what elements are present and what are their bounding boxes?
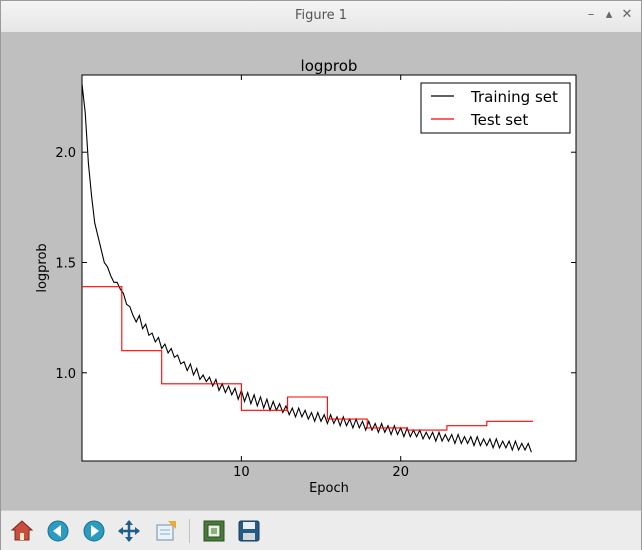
legend-box — [420, 82, 571, 134]
plot-area — [81, 74, 577, 462]
legend: Training set Test set — [420, 82, 571, 134]
series-lines — [81, 83, 533, 453]
series-line-test — [82, 286, 533, 431]
pan-icon — [118, 520, 140, 542]
y-axis-label: logprob — [35, 243, 50, 292]
forward-icon — [83, 520, 105, 542]
x-tick-label: 10 — [233, 465, 250, 480]
configure-subplots-icon — [203, 520, 225, 542]
legend-test-label: Test set — [470, 111, 528, 129]
home-button[interactable] — [9, 518, 35, 544]
y-tick-label: 2.0 — [55, 146, 76, 161]
y-tick-label: 1.0 — [55, 367, 76, 382]
navigation-toolbar — [1, 510, 641, 550]
zoom-icon — [156, 521, 176, 541]
x-tick-label: 20 — [392, 465, 409, 480]
y-tick-label: 1.5 — [55, 256, 76, 271]
plot-svg: logprob 1.0 1.5 2.0 10 20 Epoch logprob Trai… — [35, 57, 577, 496]
minimize-button[interactable]: – — [587, 7, 595, 22]
configure-subplots-button[interactable] — [201, 518, 227, 544]
maximize-button[interactable]: ▴ — [605, 7, 613, 22]
home-icon — [10, 520, 34, 541]
chart-title: logprob — [301, 57, 358, 75]
toolbar-separator — [189, 519, 190, 543]
figure-canvas[interactable]: logprob 1.0 1.5 2.0 10 20 Epoch logprob Trai… — [1, 32, 641, 510]
series-line-training — [81, 83, 532, 453]
save-button[interactable] — [236, 518, 262, 544]
back-button[interactable] — [45, 518, 71, 544]
close-button[interactable]: ✕ — [621, 7, 633, 22]
x-axis-label: Epoch — [309, 481, 349, 496]
pan-button[interactable] — [116, 518, 142, 544]
window-title: Figure 1 — [294, 8, 348, 23]
save-icon — [238, 520, 260, 542]
forward-button[interactable] — [81, 518, 107, 544]
zoom-button[interactable] — [153, 518, 179, 544]
title-bar: Figure 1 – ▴ ✕ — [1, 1, 641, 33]
back-icon — [47, 520, 69, 542]
legend-training-label: Training set — [470, 88, 558, 106]
axis-ticks: 1.0 1.5 2.0 10 20 — [55, 75, 576, 480]
